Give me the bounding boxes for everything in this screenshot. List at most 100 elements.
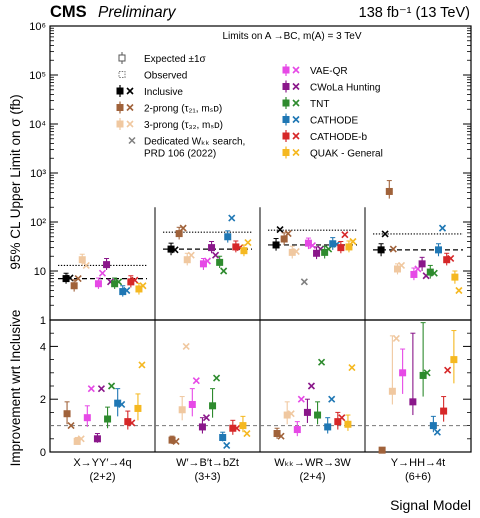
observed-limit-marker	[74, 275, 82, 283]
observed-limit-marker	[243, 429, 251, 438]
legend-expected-square	[282, 149, 290, 156]
observed-limit-marker	[292, 247, 300, 256]
signal-model-prong-label: (2+4)	[300, 471, 326, 483]
expected-limit-marker	[93, 435, 101, 443]
observed-limit-marker	[438, 224, 447, 232]
expected-limit-marker	[62, 275, 70, 283]
expected-limit-marker	[435, 246, 442, 254]
x-axis-title: Signal Model	[390, 497, 471, 513]
legend-entry-label: 3-prong (τ₃₂, mₛᴅ)	[144, 120, 223, 131]
expected-limit-marker	[239, 422, 247, 430]
expected-limit-marker	[429, 422, 437, 430]
expected-limit-marker	[394, 265, 401, 273]
expected-limit-marker	[198, 423, 206, 431]
expected-limit-marker	[127, 278, 135, 286]
expected-limit-marker	[314, 411, 322, 419]
observed-limit-marker	[223, 441, 231, 449]
observed-limit-marker	[220, 267, 228, 275]
legend-observed-cross	[126, 120, 134, 128]
legend-observed-cross	[292, 148, 300, 157]
expected-limit-marker	[178, 406, 186, 414]
expected-limit-marker	[135, 285, 143, 293]
expected-limit-marker	[188, 400, 196, 408]
observed-limit-marker	[192, 377, 200, 385]
expected-limit-marker	[73, 437, 81, 445]
upper-y-tick-label: 10⁵	[29, 70, 46, 82]
legend-observed-cross	[126, 87, 134, 95]
expected-limit-marker	[409, 398, 417, 406]
legend-expected-square	[282, 99, 290, 107]
observed-limit-marker	[228, 214, 236, 222]
observed-limit-marker	[187, 251, 195, 259]
legend-observed-cross	[292, 99, 300, 107]
expected-limit-marker	[83, 414, 91, 422]
observed-limit-marker	[307, 382, 316, 390]
upper-y-tick-label: 10²	[30, 217, 46, 229]
observed-limit-marker	[171, 246, 179, 254]
observed-limit-marker	[182, 342, 190, 350]
legend-entry-label: Observed	[144, 71, 187, 82]
expected-limit-marker	[240, 247, 248, 255]
observed-limit-marker	[392, 334, 400, 343]
expected-limit-marker	[280, 235, 288, 243]
observed-limit-marker	[67, 422, 75, 430]
observed-limit-marker	[87, 385, 95, 393]
observed-limit-marker	[300, 278, 308, 286]
expected-limit-marker	[168, 436, 176, 444]
legend-expected-square	[282, 66, 290, 74]
observed-limit-marker	[179, 224, 187, 232]
expected-limit-marker	[111, 280, 119, 288]
observed-limit-marker	[82, 261, 90, 269]
observed-limit-marker	[444, 366, 452, 374]
expected-limit-marker	[119, 288, 127, 296]
signal-model-label: Wₖₖ→WR→3W	[274, 457, 351, 469]
signal-model-label: W′→B′t→bZt	[176, 457, 239, 469]
expected-limit-marker	[443, 256, 451, 264]
observed-limit-marker	[131, 276, 139, 284]
legend: Expected ±1σ Observed Inclusive 2-prong (τ₂…	[116, 52, 383, 160]
upper-y-tick-label: 10	[34, 266, 46, 278]
signal-model-prong-label: (3+3)	[195, 471, 221, 483]
legend-expected-square	[282, 83, 290, 90]
expected-limit-marker	[378, 446, 386, 454]
legend-entry-label: TNT	[310, 99, 329, 110]
expected-limit-marker	[334, 418, 342, 426]
observed-limit-marker	[172, 437, 180, 446]
expected-limit-marker	[450, 356, 458, 364]
observed-limit-marker	[381, 230, 389, 238]
legend-expected-marker	[118, 54, 126, 62]
lower-y-tick-label: 4	[40, 341, 46, 353]
upper-y-tick-label: 1	[40, 315, 46, 327]
expected-limit-marker	[440, 407, 448, 415]
legend-entry-label: Dedicated Wₖₖ search,	[144, 137, 245, 148]
observed-limit-marker	[107, 382, 116, 390]
legend-entry-label: Expected ±1σ	[144, 54, 207, 65]
observed-limit-marker	[433, 428, 441, 436]
expected-limit-marker	[199, 260, 207, 268]
observed-limit-marker	[276, 226, 284, 234]
legend-observed-cross	[292, 82, 300, 91]
signal-model-prong-label: (6+6)	[405, 471, 431, 483]
expected-limit-marker	[124, 418, 132, 426]
observed-limit-marker	[97, 385, 106, 393]
observed-limit-marker	[123, 286, 131, 295]
legend-observed-cross	[292, 132, 300, 140]
expected-limit-marker	[451, 273, 459, 281]
experiment-label: CMS	[50, 3, 87, 21]
limits-annotation: Limits on A →BC, m(A) = 3 TeV	[222, 31, 361, 42]
observed-limit-marker	[348, 363, 356, 372]
expected-limit-marker	[288, 248, 296, 256]
lower-y-tick-label: 0	[40, 447, 46, 459]
expected-limit-marker	[385, 187, 393, 195]
expected-limit-marker	[344, 420, 352, 428]
observed-limit-marker	[389, 245, 397, 253]
expected-limit-marker	[167, 245, 175, 253]
expected-limit-marker	[329, 240, 337, 248]
expected-limit-marker	[216, 258, 224, 266]
observed-limit-marker	[211, 251, 220, 259]
expected-limit-marker	[94, 280, 102, 288]
legend-observed-cross	[126, 103, 134, 112]
observed-limit-marker	[138, 361, 146, 369]
expected-limit-marker	[175, 230, 183, 238]
expected-limit-marker	[313, 249, 321, 257]
